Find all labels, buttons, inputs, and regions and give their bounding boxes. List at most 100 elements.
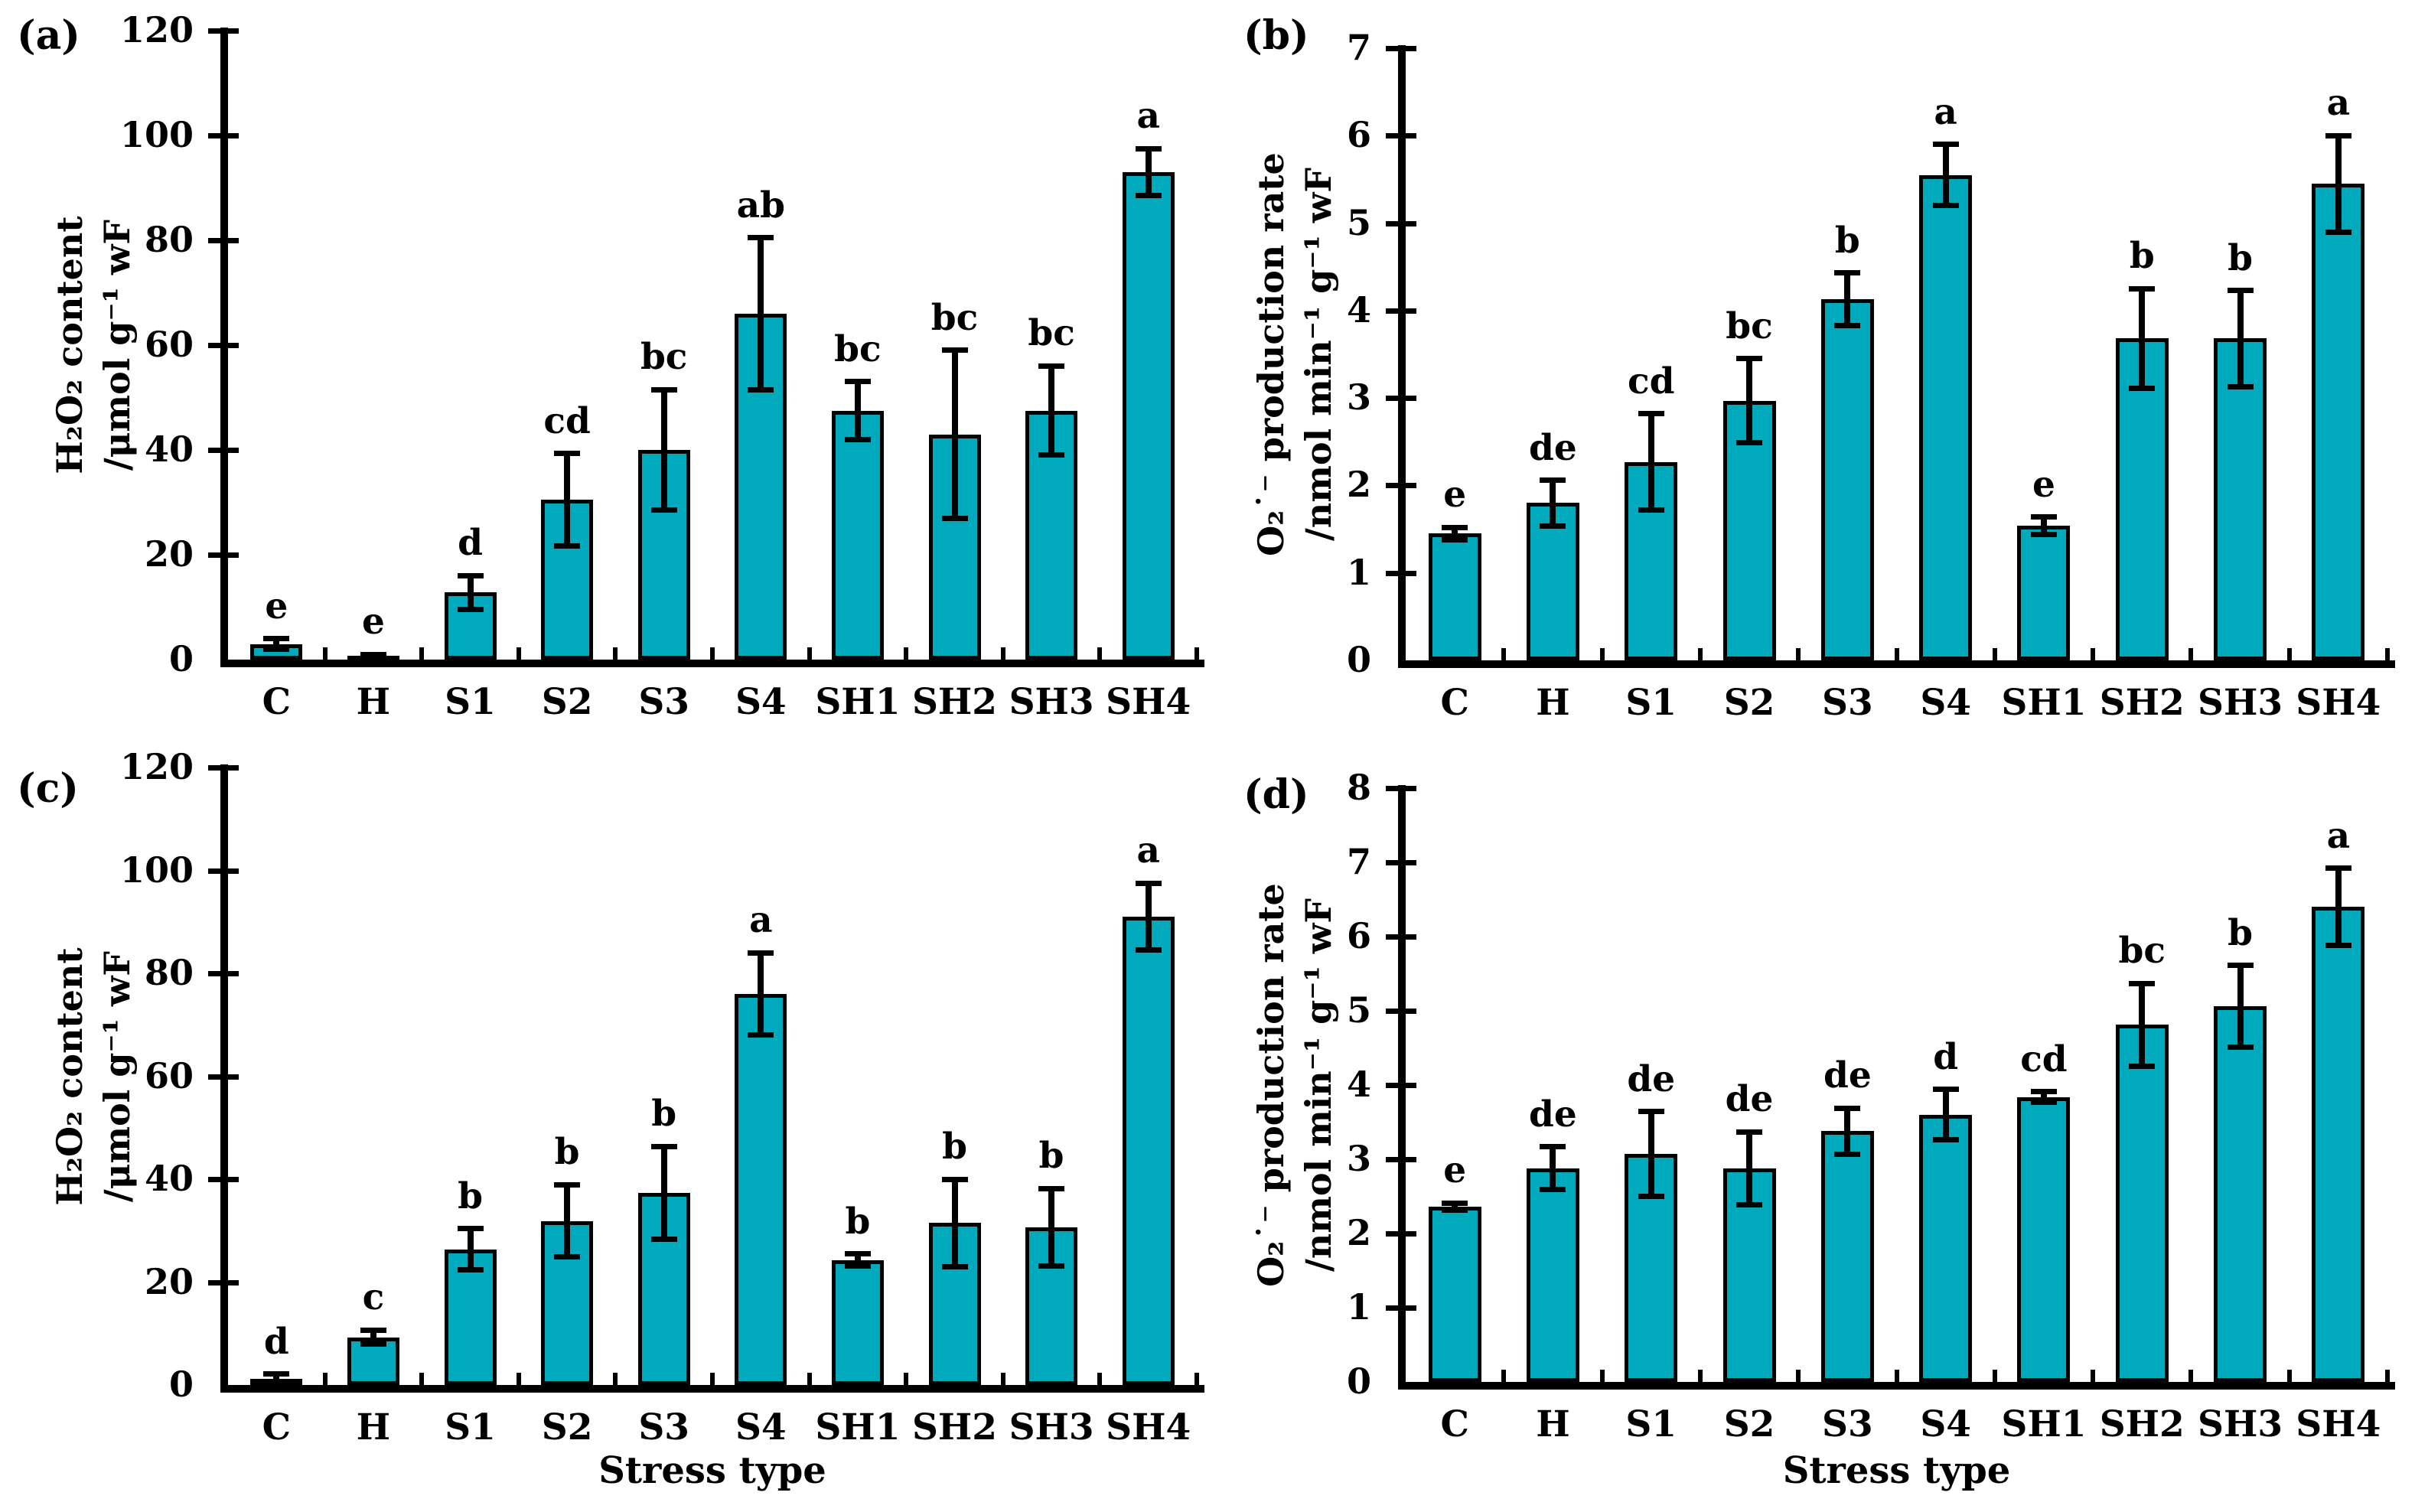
y-tick-label: 0 [168, 1364, 194, 1405]
category-label-b-S2: S2 [1723, 682, 1775, 724]
error-cap-top [360, 1327, 386, 1333]
category-label-d-S2: S2 [1723, 1403, 1775, 1445]
error-bar-b-S1 [1647, 413, 1654, 510]
error-bar-b-SH1 [2040, 516, 2047, 535]
error-bar-c-S4 [758, 953, 764, 1035]
sig-letter-a-S1: d [458, 522, 483, 565]
x-tick [807, 647, 812, 660]
sig-letter-c-SH3: b [1038, 1135, 1064, 1178]
sig-letter-b-C: e [1443, 474, 1467, 516]
error-bar-d-H [1550, 1146, 1556, 1190]
sig-letter-b-S2: bc [1726, 305, 1773, 347]
error-cap-bottom [2030, 531, 2057, 537]
error-cap-top [748, 950, 774, 956]
x-tick [1501, 648, 1507, 660]
y-tick-label: 0 [1346, 639, 1371, 680]
error-cap-top [2227, 963, 2254, 969]
sig-letter-c-SH2: b [942, 1126, 967, 1168]
error-cap-top [263, 1371, 290, 1377]
error-cap-top [457, 572, 484, 578]
bar-d-SH2 [2116, 1025, 2169, 1382]
category-label-d-S3: S3 [1822, 1403, 1873, 1445]
x-tick [2188, 648, 2194, 660]
error-cap-top [2030, 1089, 2057, 1095]
error-bar-d-S4 [1942, 1089, 1949, 1140]
sig-letter-c-H: c [362, 1276, 385, 1319]
y-tick [1386, 1231, 1416, 1237]
x-tick [1894, 1370, 1899, 1382]
x-tick [1194, 1373, 1199, 1385]
y-tick-label: 2 [1346, 464, 1371, 506]
x-axis-d [1398, 1382, 2395, 1390]
error-cap-top [1638, 1109, 1664, 1115]
category-label-a-S3: S3 [638, 681, 690, 723]
category-label-a-SH4: SH4 [1106, 681, 1191, 723]
category-label-c-S4: S4 [735, 1406, 787, 1448]
sig-letter-b-S4: a [1934, 90, 1957, 133]
y-tick [1386, 46, 1416, 51]
y-tick [1386, 483, 1416, 489]
y-tick-label: 5 [1346, 989, 1371, 1031]
category-label-a-SH1: SH1 [815, 681, 901, 723]
category-label-d-SH1: SH1 [2001, 1403, 2087, 1445]
error-cap-bottom [457, 1266, 484, 1272]
error-cap-top [2129, 980, 2156, 986]
bar-d-SH1 [2017, 1097, 2070, 1382]
x-tick [1599, 648, 1605, 660]
x-tick [1000, 647, 1005, 660]
sig-letter-b-SH1: e [2032, 463, 2055, 506]
x-axis-c [220, 1385, 1204, 1393]
error-bar-c-H [370, 1330, 376, 1344]
category-label-a-SH2: SH2 [911, 681, 998, 723]
error-cap-bottom [1736, 1201, 1763, 1207]
error-cap-bottom [1540, 1187, 1566, 1193]
category-label-b-SH4: SH4 [2296, 682, 2381, 724]
error-cap-bottom [844, 1263, 871, 1269]
x-tick [613, 1373, 618, 1385]
sig-letter-b-SH2: b [2129, 235, 2155, 278]
sig-letter-a-S2: cd [543, 399, 591, 442]
category-label-c-SH3: SH3 [1009, 1406, 1094, 1448]
y-tick-label: 80 [144, 952, 194, 993]
error-bar-d-S1 [1647, 1111, 1654, 1197]
error-cap-bottom [650, 1236, 677, 1242]
error-bar-b-C [1452, 527, 1458, 540]
error-cap-top [2227, 288, 2254, 294]
error-bar-d-SH2 [2139, 983, 2146, 1067]
category-label-d-C: C [1440, 1403, 1469, 1445]
x-axis-a [220, 660, 1204, 667]
y-tick-label: 6 [1346, 915, 1371, 956]
y-tick-label: 7 [1346, 841, 1371, 882]
category-label-b-S3: S3 [1822, 682, 1873, 724]
error-bar-c-SH3 [1048, 1188, 1055, 1266]
y-tick [208, 28, 239, 34]
sig-letter-b-SH4: a [2326, 82, 2351, 125]
panel-tag-b: (b) [1243, 12, 1309, 59]
bar-a-SH4 [1123, 171, 1175, 660]
y-tick [208, 1279, 239, 1286]
y-tick-label: 20 [144, 1260, 194, 1302]
error-cap-top [1736, 1129, 1763, 1135]
x-tick [1697, 648, 1703, 660]
error-cap-bottom [2129, 1064, 2156, 1070]
category-label-b-SH2: SH2 [2099, 682, 2185, 724]
category-label-c-SH1: SH1 [815, 1406, 901, 1448]
bar-b-SH2 [2116, 338, 2169, 660]
error-cap-top [2325, 865, 2351, 872]
category-label-a-S4: S4 [735, 681, 787, 723]
bar-d-H [1527, 1168, 1579, 1382]
category-label-d-SH2: SH2 [2099, 1403, 2185, 1445]
error-bar-a-S3 [660, 389, 667, 510]
x-tick [1097, 647, 1103, 660]
error-bar-a-S4 [758, 237, 764, 390]
y-tick-label: 7 [1346, 27, 1371, 68]
error-cap-bottom [263, 1380, 290, 1387]
error-cap-bottom [650, 507, 677, 513]
error-bar-a-S2 [564, 453, 571, 546]
x-axis-title-d: Stress type [1782, 1449, 2011, 1492]
x-tick [419, 1373, 425, 1385]
x-tick [1992, 1370, 1997, 1382]
error-cap-top [2129, 285, 2156, 292]
y-tick-label: 5 [1346, 201, 1371, 243]
x-tick [904, 1373, 909, 1385]
